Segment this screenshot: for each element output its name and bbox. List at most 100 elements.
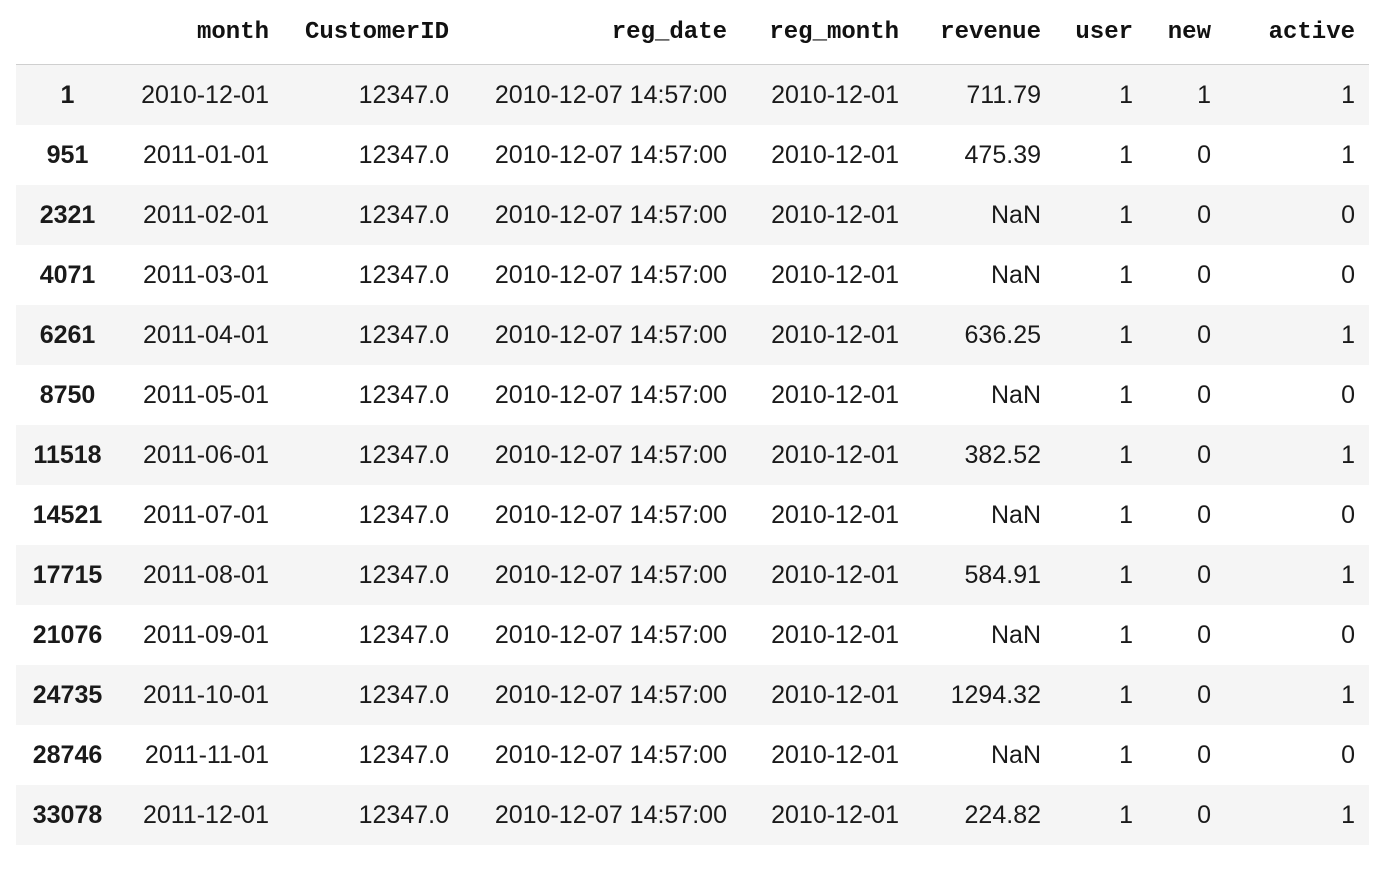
cell-active: 1 xyxy=(1341,560,1355,589)
cell-reg-month: 2010-12-01 xyxy=(771,80,899,109)
row-index: 24735 xyxy=(32,680,103,709)
row-index: 33078 xyxy=(32,800,103,829)
cell-revenue: 584.91 xyxy=(964,560,1041,589)
cell-reg-date: 2010-12-07 14:57:00 xyxy=(494,740,727,769)
table-row: 14521 2011-07-01 12347.0 2010-12-07 14:57:0… xyxy=(16,485,1369,545)
cell-new: 0 xyxy=(1197,800,1211,829)
cell-active: 1 xyxy=(1341,800,1355,829)
cell-month: 2011-04-01 xyxy=(142,320,269,349)
cell-reg-date: 2010-12-07 14:57:00 xyxy=(494,80,727,109)
cell-reg-month: 2010-12-01 xyxy=(771,800,899,829)
cell-new: 0 xyxy=(1197,380,1211,409)
cell-active: 0 xyxy=(1341,260,1355,289)
cell-month: 2011-05-01 xyxy=(142,380,269,409)
row-index: 8750 xyxy=(39,380,96,409)
cell-month: 2011-02-01 xyxy=(142,200,269,229)
cell-user: 1 xyxy=(1119,200,1133,229)
cell-reg-date: 2010-12-07 14:57:00 xyxy=(494,140,727,169)
cell-revenue: NaN xyxy=(990,200,1041,229)
cell-revenue: 1294.32 xyxy=(950,680,1041,709)
cell-reg-date: 2010-12-07 14:57:00 xyxy=(494,320,727,349)
cell-new: 0 xyxy=(1197,200,1211,229)
cell-new: 0 xyxy=(1197,260,1211,289)
cell-active: 0 xyxy=(1341,200,1355,229)
cell-reg-month: 2010-12-01 xyxy=(771,200,899,229)
cell-active: 0 xyxy=(1341,740,1355,769)
cell-active: 1 xyxy=(1341,680,1355,709)
row-index: 28746 xyxy=(32,740,103,769)
cell-reg-date: 2010-12-07 14:57:00 xyxy=(494,800,727,829)
cell-active: 0 xyxy=(1341,620,1355,649)
cell-reg-month: 2010-12-01 xyxy=(771,500,899,529)
row-index: 2321 xyxy=(39,200,96,229)
cell-reg-month: 2010-12-01 xyxy=(771,440,899,469)
cell-month: 2011-12-01 xyxy=(142,800,269,829)
cell-customerid: 12347.0 xyxy=(358,80,449,109)
table-row: 21076 2011-09-01 12347.0 2010-12-07 14:57:0… xyxy=(16,605,1369,665)
cell-reg-month: 2010-12-01 xyxy=(771,380,899,409)
cell-reg-month: 2010-12-01 xyxy=(771,680,899,709)
column-header-reg-date: reg_date xyxy=(463,0,741,65)
cell-month: 2011-07-01 xyxy=(142,500,269,529)
dataframe-table: month CustomerID reg_date reg_month revenue u… xyxy=(16,0,1369,845)
cell-revenue: 711.79 xyxy=(966,80,1041,109)
cell-active: 1 xyxy=(1341,320,1355,349)
cell-customerid: 12347.0 xyxy=(358,200,449,229)
cell-revenue: NaN xyxy=(990,620,1041,649)
cell-new: 0 xyxy=(1197,500,1211,529)
cell-revenue: 224.82 xyxy=(964,800,1041,829)
cell-reg-month: 2010-12-01 xyxy=(771,320,899,349)
cell-user: 1 xyxy=(1119,500,1133,529)
table-row: 951 2011-01-01 12347.0 2010-12-07 14:57:00 2… xyxy=(16,125,1369,185)
cell-customerid: 12347.0 xyxy=(358,740,449,769)
cell-user: 1 xyxy=(1119,620,1133,649)
cell-new: 1 xyxy=(1197,80,1211,109)
row-index: 4071 xyxy=(39,260,96,289)
cell-reg-month: 2010-12-01 xyxy=(771,260,899,289)
index-header xyxy=(16,0,119,65)
cell-customerid: 12347.0 xyxy=(358,500,449,529)
cell-month: 2011-03-01 xyxy=(142,260,269,289)
column-header-month: month xyxy=(119,0,283,65)
column-header-user: user xyxy=(1055,0,1147,65)
table-row: 11518 2011-06-01 12347.0 2010-12-07 14:57:0… xyxy=(16,425,1369,485)
row-index: 17715 xyxy=(32,560,103,589)
cell-reg-date: 2010-12-07 14:57:00 xyxy=(494,200,727,229)
table-row: 8750 2011-05-01 12347.0 2010-12-07 14:57:00… xyxy=(16,365,1369,425)
cell-new: 0 xyxy=(1197,620,1211,649)
cell-revenue: NaN xyxy=(990,500,1041,529)
dataframe-output: month CustomerID reg_date reg_month revenue u… xyxy=(16,0,1369,845)
cell-user: 1 xyxy=(1119,380,1133,409)
cell-reg-month: 2010-12-01 xyxy=(771,140,899,169)
cell-user: 1 xyxy=(1119,740,1133,769)
row-index: 951 xyxy=(46,140,89,169)
row-index: 6261 xyxy=(39,320,96,349)
cell-reg-month: 2010-12-01 xyxy=(771,620,899,649)
cell-user: 1 xyxy=(1119,800,1133,829)
cell-customerid: 12347.0 xyxy=(358,680,449,709)
header-row: month CustomerID reg_date reg_month revenue u… xyxy=(16,0,1369,65)
table-row: 33078 2011-12-01 12347.0 2010-12-07 14:57:0… xyxy=(16,785,1369,845)
column-header-active: active xyxy=(1225,0,1369,65)
cell-month: 2011-08-01 xyxy=(142,560,269,589)
cell-user: 1 xyxy=(1119,260,1133,289)
cell-new: 0 xyxy=(1197,680,1211,709)
cell-reg-date: 2010-12-07 14:57:00 xyxy=(494,380,727,409)
cell-active: 1 xyxy=(1341,440,1355,469)
cell-user: 1 xyxy=(1119,440,1133,469)
cell-new: 0 xyxy=(1197,740,1211,769)
cell-customerid: 12347.0 xyxy=(358,620,449,649)
cell-customerid: 12347.0 xyxy=(358,140,449,169)
cell-user: 1 xyxy=(1119,140,1133,169)
cell-revenue: 475.39 xyxy=(964,140,1041,169)
cell-revenue: NaN xyxy=(990,740,1041,769)
table-row: 24735 2011-10-01 12347.0 2010-12-07 14:57:0… xyxy=(16,665,1369,725)
table-row: 2321 2011-02-01 12347.0 2010-12-07 14:57:00… xyxy=(16,185,1369,245)
cell-new: 0 xyxy=(1197,560,1211,589)
table-header: month CustomerID reg_date reg_month revenue u… xyxy=(16,0,1369,65)
cell-revenue: NaN xyxy=(990,260,1041,289)
cell-reg-date: 2010-12-07 14:57:00 xyxy=(494,680,727,709)
cell-reg-date: 2010-12-07 14:57:00 xyxy=(494,440,727,469)
cell-user: 1 xyxy=(1119,80,1133,109)
cell-user: 1 xyxy=(1119,320,1133,349)
